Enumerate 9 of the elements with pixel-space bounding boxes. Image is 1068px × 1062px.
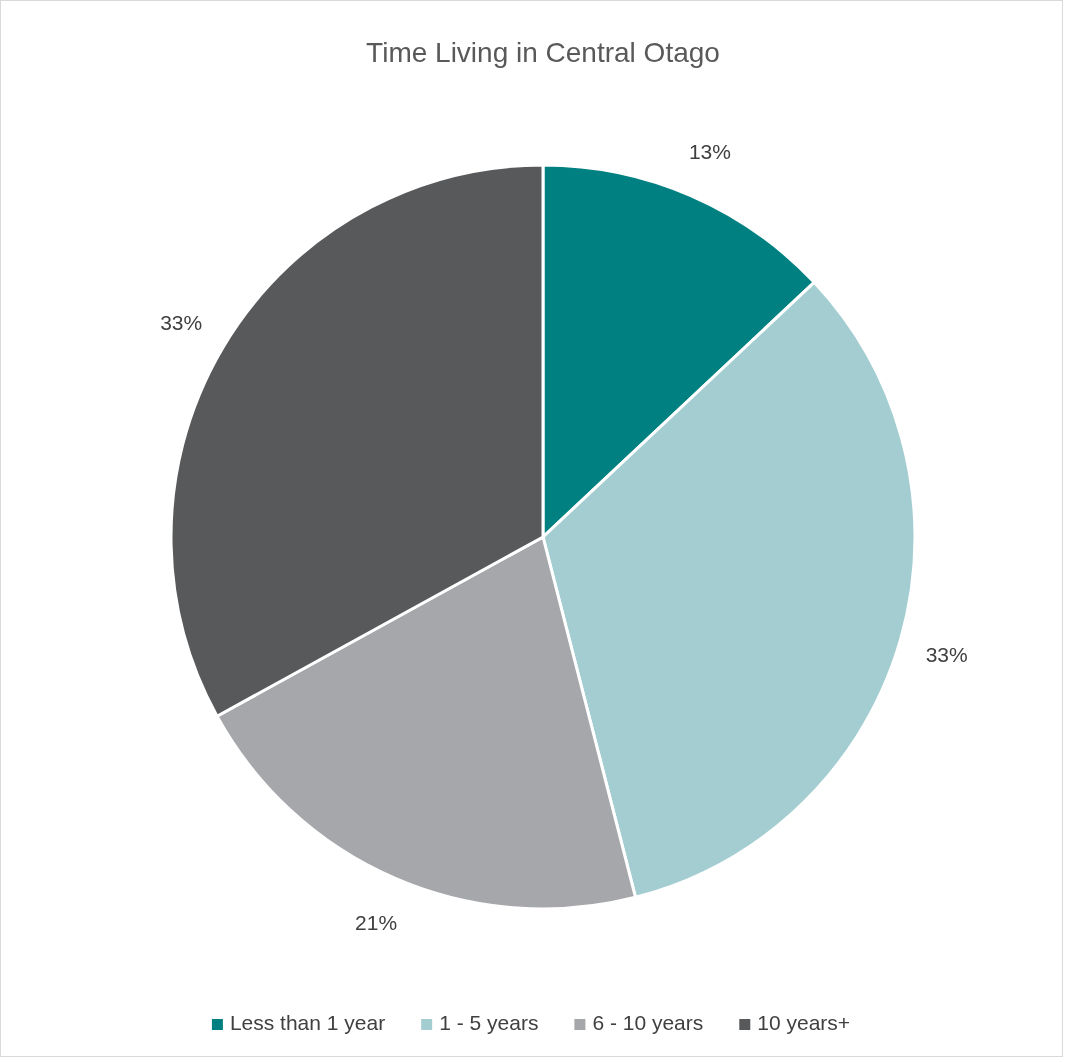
legend-label: 1 - 5 years	[439, 1011, 539, 1034]
data-label: 13%	[688, 139, 731, 163]
legend-label: 10 years+	[757, 1011, 851, 1034]
chart-title: Time Living in Central Otago	[366, 37, 720, 68]
data-label: 33%	[925, 642, 968, 666]
legend-label: 6 - 10 years	[592, 1011, 704, 1034]
legend-label: Less than 1 year	[229, 1011, 386, 1034]
data-label: 33%	[160, 311, 203, 335]
data-label: 21%	[355, 911, 398, 935]
